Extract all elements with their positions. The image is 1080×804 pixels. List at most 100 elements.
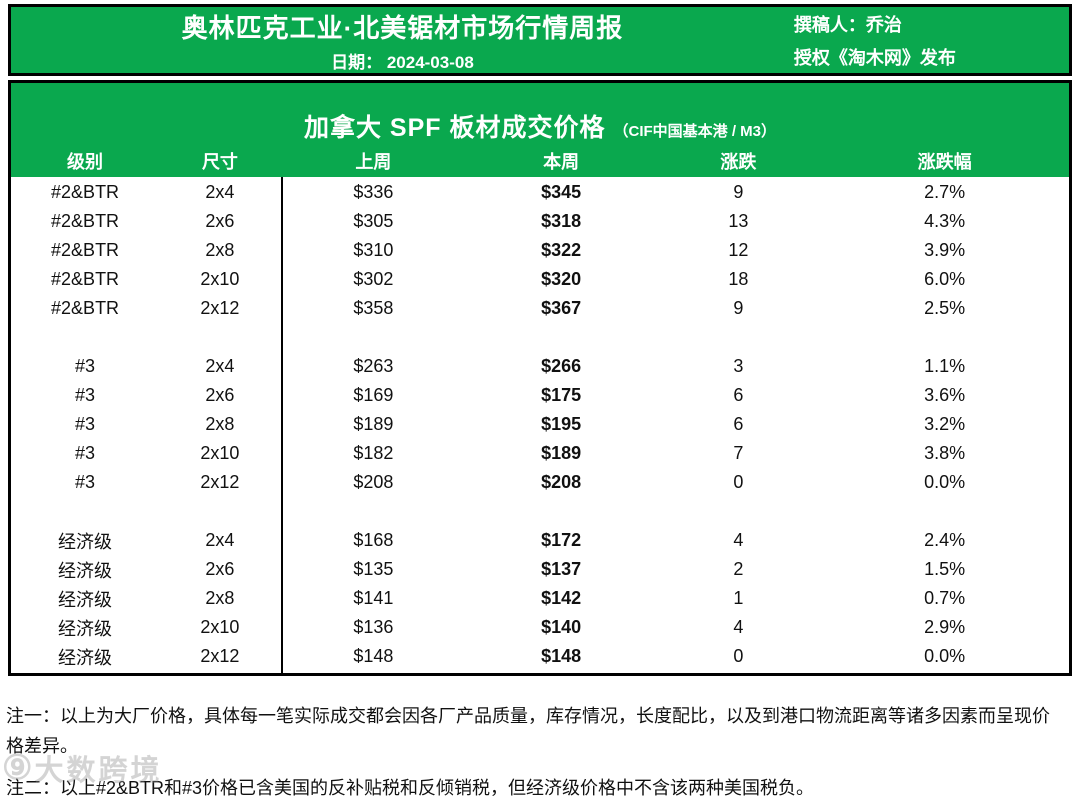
table-cell: $208 <box>541 472 582 492</box>
table-cell: 6 <box>733 414 744 434</box>
table-header-area: 加拿大 SPF 板材成交价格 （CIF中国基本港 / M3） 级别 尺寸 上周 本… <box>11 83 1069 177</box>
table-cell: 9 <box>733 182 744 202</box>
table-cell: $172 <box>541 530 582 550</box>
table-cell: 2 <box>733 559 744 579</box>
table-cell: #2&BTR <box>51 240 120 260</box>
table-cell: 6 <box>733 385 744 405</box>
table-cell: 2.9% <box>924 617 966 637</box>
table-cell: 1 <box>733 588 744 608</box>
table-cell: $322 <box>541 240 582 260</box>
table-cell: #3 <box>75 443 96 463</box>
table-cell: 6.0% <box>924 269 966 289</box>
table-cell: 0 <box>733 472 744 492</box>
table-cell: 2x6 <box>205 211 235 231</box>
table-cell: $195 <box>541 414 582 434</box>
table-cell: #2&BTR <box>51 298 120 318</box>
table-cell: $367 <box>541 298 582 318</box>
table-cell: 0.7% <box>924 588 966 608</box>
table-cell: $266 <box>541 356 582 376</box>
table-cell: 3.2% <box>924 414 966 434</box>
table-cell: $137 <box>541 559 582 579</box>
table-column-headers: 级别 尺寸 上周 本周 涨跌 涨跌幅 <box>11 148 1069 174</box>
table-cell: $141 <box>353 588 394 608</box>
table-cell: $305 <box>353 211 394 231</box>
table-cell: 0 <box>733 646 744 666</box>
table-cell: 2.5% <box>924 298 966 318</box>
table-cell: 2x10 <box>200 617 240 637</box>
table-cell: 0.0% <box>924 472 966 492</box>
table-row: #2&BTR 2x12 $358 $367 9 2.5% <box>11 294 1069 323</box>
table-cell: 经济级 <box>58 618 113 639</box>
table-cell: #3 <box>75 414 96 434</box>
table-row: 经济级 2x4 $168 $172 4 2.4% <box>11 526 1069 555</box>
table-cell: 2x4 <box>205 182 235 202</box>
table-cell: 2x8 <box>205 414 235 434</box>
table-row: #3 2x8 $189 $195 6 3.2% <box>11 410 1069 439</box>
price-table-section: 加拿大 SPF 板材成交价格 （CIF中国基本港 / M3） 级别 尺寸 上周 本… <box>8 80 1072 676</box>
table-cell: 18 <box>728 269 749 289</box>
table-cell: $148 <box>541 646 582 666</box>
table-row: #2&BTR 2x8 $310 $322 12 3.9% <box>11 236 1069 265</box>
table-cell: 13 <box>728 211 749 231</box>
table-cell: 2x4 <box>205 356 235 376</box>
table-cell: $168 <box>353 530 394 550</box>
table-cell: $263 <box>353 356 394 376</box>
section-title-main: 加拿大 SPF 板材成交价格 <box>303 114 606 142</box>
table-cell: 1.5% <box>924 559 966 579</box>
report-date: 日期： 2024-03-08 <box>331 52 474 72</box>
table-cell: $320 <box>541 269 582 289</box>
table-cell: 4 <box>733 617 744 637</box>
table-cell: 2x8 <box>205 240 235 260</box>
table-cell: $302 <box>353 269 394 289</box>
table-cell: $189 <box>353 414 394 434</box>
table-cell: 2x4 <box>205 530 235 550</box>
table-cell: $142 <box>541 588 582 608</box>
table-cell: 2.4% <box>924 530 966 550</box>
table-cell: 1.1% <box>924 356 966 376</box>
table-cell: #2&BTR <box>51 269 120 289</box>
table-cell: $169 <box>353 385 394 405</box>
table-cell: 3.8% <box>924 443 966 463</box>
table-cell: 经济级 <box>58 531 113 552</box>
note-1: 注一：以上为大厂价格，具体每一笔实际成交都会因各厂产品质量，库存情况，长度配比，… <box>6 706 1050 756</box>
table-body: #2&BTR 2x4 $336 $345 9 2.7% #2&BTR 2x6 $305 $318 1… <box>11 177 1069 671</box>
table-cell: $135 <box>353 559 394 579</box>
table-cell: 3.9% <box>924 240 966 260</box>
table-cell: 2.7% <box>924 182 966 202</box>
table-cell: $148 <box>353 646 394 666</box>
table-cell: 2x12 <box>200 298 240 318</box>
table-cell: 2x12 <box>200 472 240 492</box>
header-title-block: 奥林匹克工业·北美锯材市场行情周报 日期： 2024-03-08 <box>11 7 794 73</box>
table-cell: 9 <box>733 298 744 318</box>
table-row: 经济级 2x10 $136 $140 4 2.9% <box>11 613 1069 642</box>
table-cell: $175 <box>541 385 582 405</box>
note-2: 注二：以上#2&BTR和#3价格已含美国的反补贴税和反倾销税，但经济级价格中不含… <box>6 778 815 798</box>
table-cell: 经济级 <box>58 560 113 581</box>
table-row: #3 2x10 $182 $189 7 3.8% <box>11 439 1069 468</box>
column-header-size: 尺寸 <box>201 152 238 172</box>
notes: 注一：以上为大厂价格，具体每一笔实际成交都会因各厂产品质量，库存情况，长度配比，… <box>6 701 1056 803</box>
table-cell: $318 <box>541 211 582 231</box>
column-header-grade: 级别 <box>67 152 104 172</box>
table-spacer-row <box>11 323 1069 352</box>
report-header: 奥林匹克工业·北美锯材市场行情周报 日期： 2024-03-08 撰稿人：乔治 … <box>8 4 1072 76</box>
table-cell: 3.6% <box>924 385 966 405</box>
table-cell: 2x10 <box>200 443 240 463</box>
table-cell: 2x6 <box>205 385 235 405</box>
table-row: #2&BTR 2x10 $302 $320 18 6.0% <box>11 265 1069 294</box>
table-cell: $189 <box>541 443 582 463</box>
table-cell: $336 <box>353 182 394 202</box>
table-cell: 2x6 <box>205 559 235 579</box>
table-cell: 3 <box>733 356 744 376</box>
table-cell: #3 <box>75 385 96 405</box>
table-row: 经济级 2x6 $135 $137 2 1.5% <box>11 555 1069 584</box>
column-header-thisweek: 本周 <box>543 152 580 172</box>
table-row: #3 2x12 $208 $208 0 0.0% <box>11 468 1069 497</box>
table-row: 经济级 2x12 $148 $148 0 0.0% <box>11 642 1069 671</box>
table-cell: 经济级 <box>58 589 113 610</box>
table-row: #3 2x6 $169 $175 6 3.6% <box>11 381 1069 410</box>
table-cell: $182 <box>353 443 394 463</box>
header-byline-block: 撰稿人：乔治 授权《淘木网》发布 <box>794 7 1069 73</box>
column-header-lastweek: 上周 <box>355 152 392 172</box>
table-row: #3 2x4 $263 $266 3 1.1% <box>11 352 1069 381</box>
